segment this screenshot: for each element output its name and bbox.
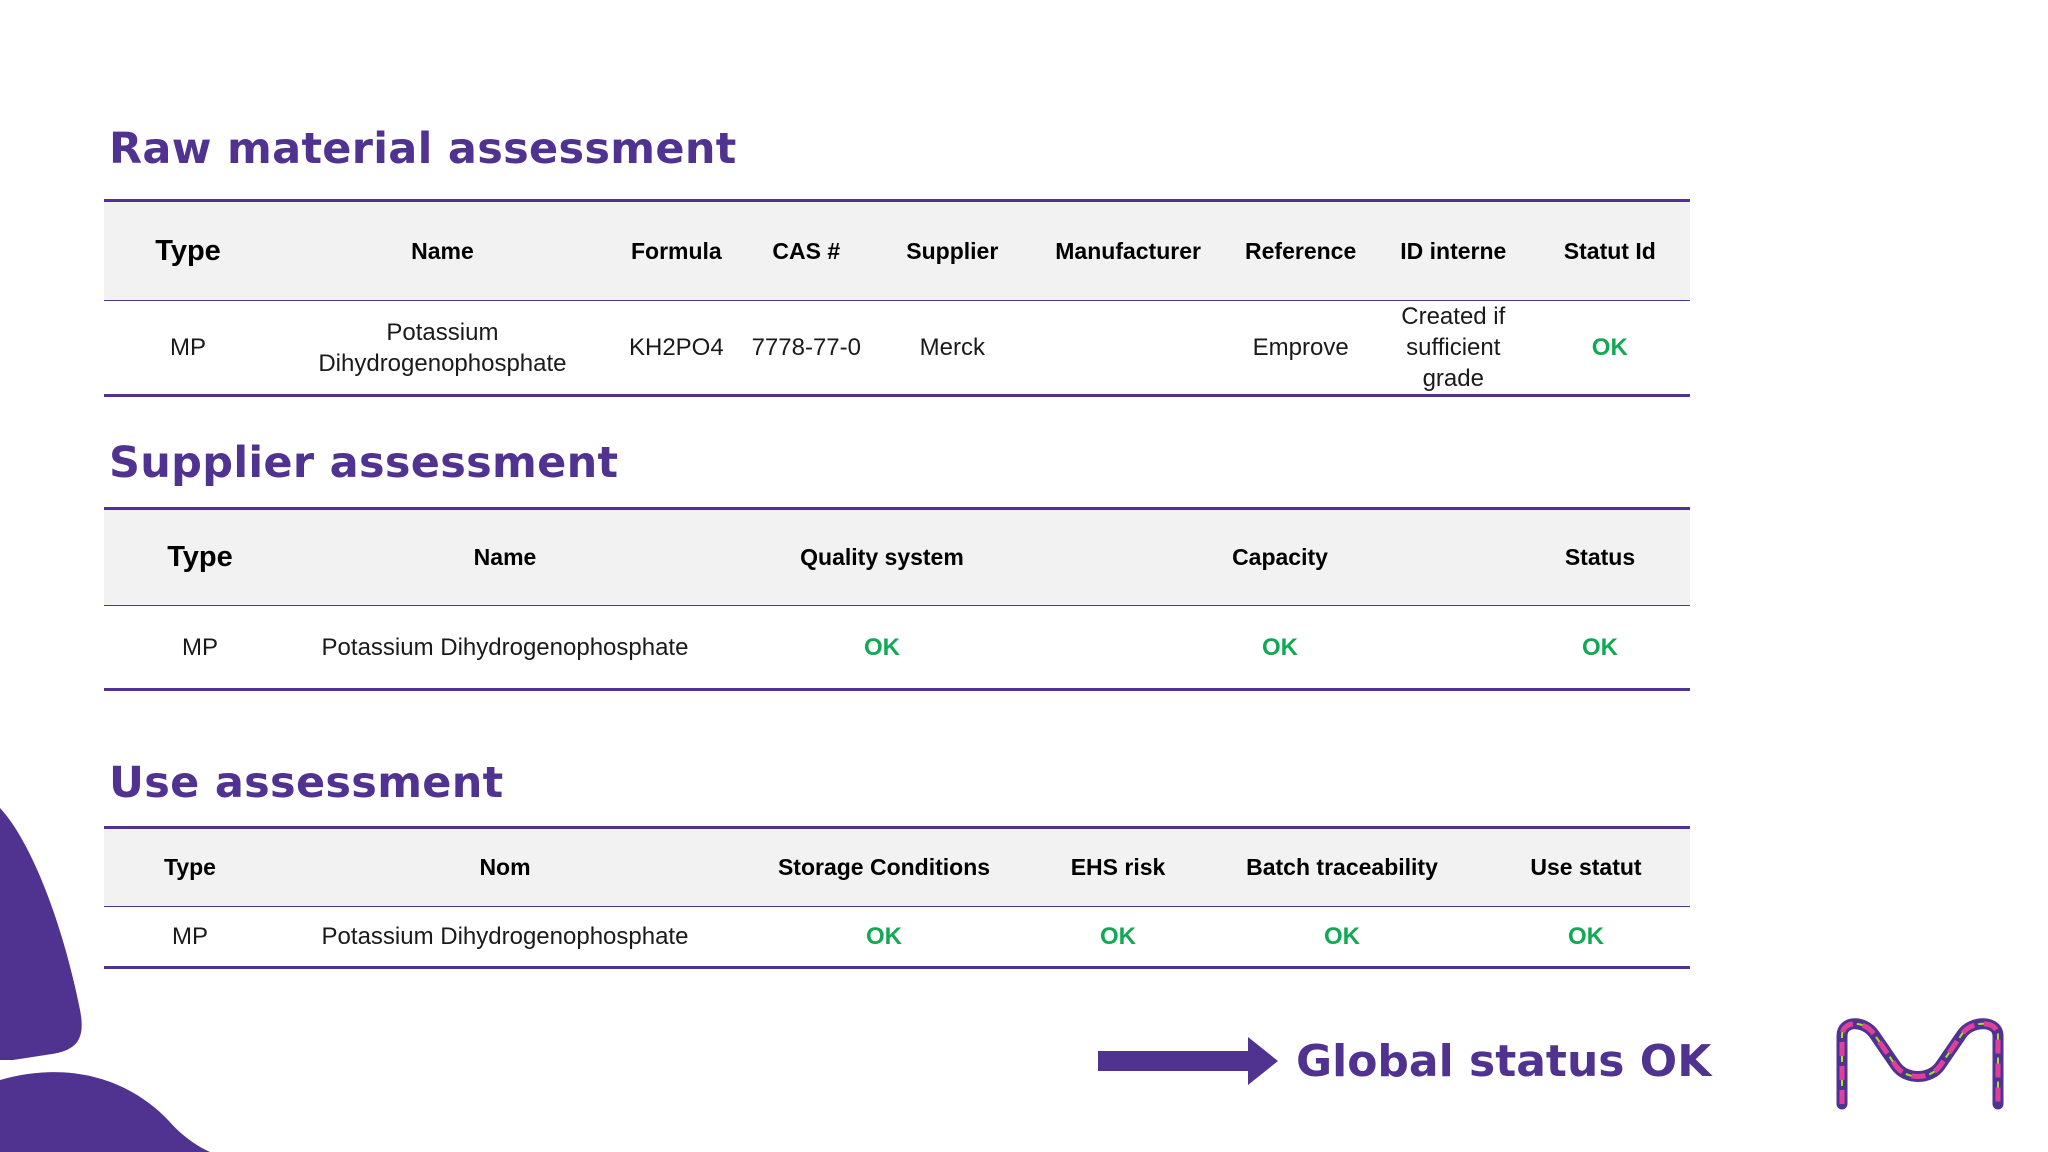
supplier-table: Type Name Quality system Capacity Status… [104,507,1690,691]
table-row: MP Potassium Dihydrogenophosphate KH2PO4… [104,301,1690,396]
cell-capacity: OK [1262,633,1298,661]
cell-status: OK [1582,633,1618,661]
table-header-row: Type Nom Storage Conditions EHS risk Bat… [104,827,1690,907]
col-header-storage-conditions: Storage Conditions [777,854,991,880]
cell-type: MP [170,334,207,361]
col-header-ehs-risk: EHS risk [1070,854,1166,880]
col-header-cas: CAS # [772,237,841,264]
supplier-assessment-title: Supplier assessment [109,438,619,488]
col-header-formula: Formula [630,237,722,264]
col-header-type: Type [164,854,216,880]
cell-batch-traceability: OK [1324,923,1360,950]
cell-statut-id: OK [1591,334,1628,361]
cell-id-interne: Created if sufficient grade [1401,303,1506,392]
col-header-reference: Reference [1245,237,1357,264]
table-header-row: Type Name Quality system Capacity Status [104,508,1690,606]
col-header-id-interne: ID interne [1400,237,1507,264]
cell-ehs-risk: OK [1100,923,1136,950]
cell-quality-system: OK [864,633,900,661]
cell-cas: 7778-77-0 [751,334,861,361]
cell-use-statut: OK [1568,923,1604,950]
cell-reference: Emprove [1252,334,1349,361]
col-header-type: Type [167,541,233,573]
col-header-use-statut: Use statut [1530,854,1642,880]
cell-type: MP [172,923,208,950]
col-header-type: Type [155,234,221,267]
col-header-manufacturer: Manufacturer [1055,237,1201,264]
col-header-statut-id: Statut Id [1563,237,1656,264]
merck-m-logo [1836,1018,2004,1110]
raw-material-assessment-title: Raw material assessment [109,124,737,174]
global-status-label: Global status OK [1296,1035,1712,1087]
cell-type: MP [182,633,218,661]
col-header-quality-system: Quality system [800,544,964,570]
decorative-purple-shape-top [0,808,82,1060]
global-status: Global status OK [1098,1031,1711,1091]
table-row: MP Potassium Dihydrogenophosphate OK OK … [104,606,1690,690]
cell-supplier: Merck [919,334,985,361]
col-header-status: Status [1564,544,1636,570]
col-header-name: Name [411,237,474,264]
cell-nom: Potassium Dihydrogenophosphate [321,923,689,950]
raw-material-table: Type Name Formula CAS # Supplier Manufac… [104,199,1690,397]
cell-name: Potassium Dihydrogenophosphate [318,318,567,377]
cell-manufacturer [1032,301,1224,396]
decorative-purple-shape-bottom [0,1072,210,1152]
col-header-supplier: Supplier [906,237,999,264]
right-arrow-icon [1098,1037,1278,1085]
cell-formula: KH2PO4 [628,334,724,361]
col-header-name: Name [473,544,537,570]
table-row: MP Potassium Dihydrogenophosphate OK OK … [104,907,1690,968]
use-table: Type Nom Storage Conditions EHS risk Bat… [104,826,1690,969]
use-assessment-title: Use assessment [109,758,504,808]
col-header-batch-traceability: Batch traceability [1246,854,1438,880]
cell-name: Potassium Dihydrogenophosphate [321,633,689,661]
col-header-nom: Nom [479,854,531,880]
table-header-row: Type Name Formula CAS # Supplier Manufac… [104,200,1690,301]
col-header-capacity: Capacity [1232,544,1328,570]
cell-storage-conditions: OK [866,923,902,950]
